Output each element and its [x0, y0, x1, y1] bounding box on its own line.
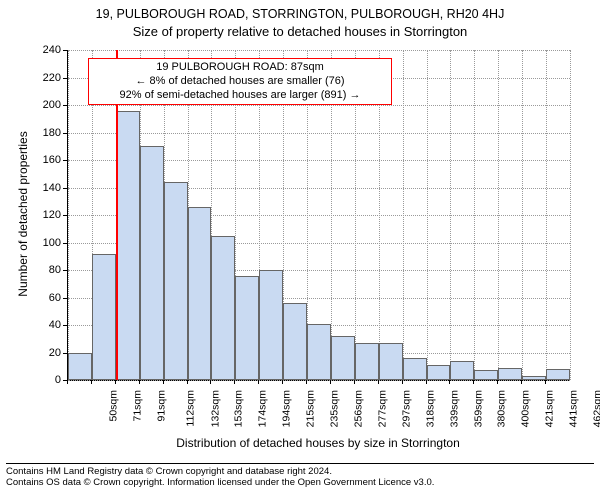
y-tick-mark: [63, 188, 67, 189]
footer-line1: Contains HM Land Registry data © Crown c…: [6, 466, 594, 477]
x-tick-label: 256sqm: [352, 390, 364, 427]
x-tick-label: 400sqm: [520, 390, 532, 427]
y-tick-mark: [63, 78, 67, 79]
gridline-v: [570, 50, 571, 380]
x-tick-mark: [210, 380, 211, 384]
page-subtitle: Size of property relative to detached ho…: [0, 22, 600, 41]
y-tick-label: 60: [29, 292, 61, 304]
y-tick-mark: [63, 105, 67, 106]
y-tick-label: 80: [29, 264, 61, 276]
x-tick-label: 297sqm: [400, 390, 412, 427]
y-tick-label: 20: [29, 347, 61, 359]
x-tick-label: 318sqm: [424, 390, 436, 427]
x-tick-label: 112sqm: [184, 390, 196, 427]
x-tick-mark: [426, 380, 427, 384]
x-tick-mark: [354, 380, 355, 384]
x-tick-label: 132sqm: [209, 390, 221, 427]
y-tick-label: 140: [29, 182, 61, 194]
y-tick-mark: [63, 215, 67, 216]
x-tick-label: 174sqm: [257, 390, 269, 427]
y-tick-mark: [63, 353, 67, 354]
footer-line2: Contains OS data © Crown copyright. Info…: [6, 477, 594, 488]
x-tick-label: 153sqm: [233, 390, 245, 427]
x-tick-mark: [473, 380, 474, 384]
y-tick-label: 160: [29, 154, 61, 166]
x-tick-label: 339sqm: [448, 390, 460, 427]
y-tick-mark: [63, 133, 67, 134]
x-tick-label: 194sqm: [281, 390, 293, 427]
y-tick-mark: [63, 298, 67, 299]
y-tick-mark: [63, 50, 67, 51]
y-tick-label: 240: [29, 44, 61, 56]
x-tick-label: 91sqm: [155, 390, 167, 422]
y-tick-mark: [63, 325, 67, 326]
callout-line: 92% of semi-detached houses are larger (…: [95, 89, 385, 103]
x-axis-label: Distribution of detached houses by size …: [67, 436, 569, 450]
x-tick-mark: [378, 380, 379, 384]
y-tick-label: 180: [29, 127, 61, 139]
x-tick-mark: [402, 380, 403, 384]
callout-line: ← 8% of detached houses are smaller (76): [95, 75, 385, 89]
x-tick-label: 71sqm: [131, 390, 143, 422]
y-tick-label: 220: [29, 72, 61, 84]
x-tick-mark: [497, 380, 498, 384]
x-tick-mark: [115, 380, 116, 384]
x-tick-mark: [449, 380, 450, 384]
callout-box: 19 PULBOROUGH ROAD: 87sqm← 8% of detache…: [88, 58, 392, 105]
y-tick-mark: [63, 380, 67, 381]
y-tick-mark: [63, 160, 67, 161]
x-tick-label: 235sqm: [328, 390, 340, 427]
gridline-h: [68, 380, 570, 381]
title-line1: 19, PULBOROUGH ROAD, STORRINGTON, PULBOR…: [96, 7, 505, 21]
footer: Contains HM Land Registry data © Crown c…: [0, 463, 600, 488]
x-tick-mark: [67, 380, 68, 384]
callout-line: 19 PULBOROUGH ROAD: 87sqm: [95, 61, 385, 75]
x-tick-mark: [187, 380, 188, 384]
y-tick-label: 120: [29, 209, 61, 221]
x-tick-mark: [258, 380, 259, 384]
x-tick-label: 380sqm: [496, 390, 508, 427]
y-axis-label: Number of detached properties: [16, 104, 30, 324]
x-tick-label: 441sqm: [568, 390, 580, 427]
x-tick-mark: [521, 380, 522, 384]
y-tick-label: 0: [29, 374, 61, 386]
x-tick-mark: [282, 380, 283, 384]
x-tick-mark: [545, 380, 546, 384]
x-tick-label: 215sqm: [305, 390, 317, 427]
y-tick-mark: [63, 270, 67, 271]
x-tick-label: 277sqm: [376, 390, 388, 427]
y-tick-label: 100: [29, 237, 61, 249]
x-tick-mark: [306, 380, 307, 384]
x-tick-mark: [91, 380, 92, 384]
x-tick-mark: [163, 380, 164, 384]
x-tick-mark: [234, 380, 235, 384]
x-tick-mark: [330, 380, 331, 384]
x-tick-label: 50sqm: [107, 390, 119, 422]
y-tick-label: 40: [29, 319, 61, 331]
x-tick-label: 462sqm: [591, 390, 600, 427]
title-line2: Size of property relative to detached ho…: [133, 24, 468, 39]
x-tick-label: 359sqm: [472, 390, 484, 427]
y-tick-label: 200: [29, 99, 61, 111]
y-tick-mark: [63, 243, 67, 244]
page-title: 19, PULBOROUGH ROAD, STORRINGTON, PULBOR…: [0, 4, 600, 23]
x-tick-label: 421sqm: [544, 390, 556, 427]
x-tick-mark: [139, 380, 140, 384]
